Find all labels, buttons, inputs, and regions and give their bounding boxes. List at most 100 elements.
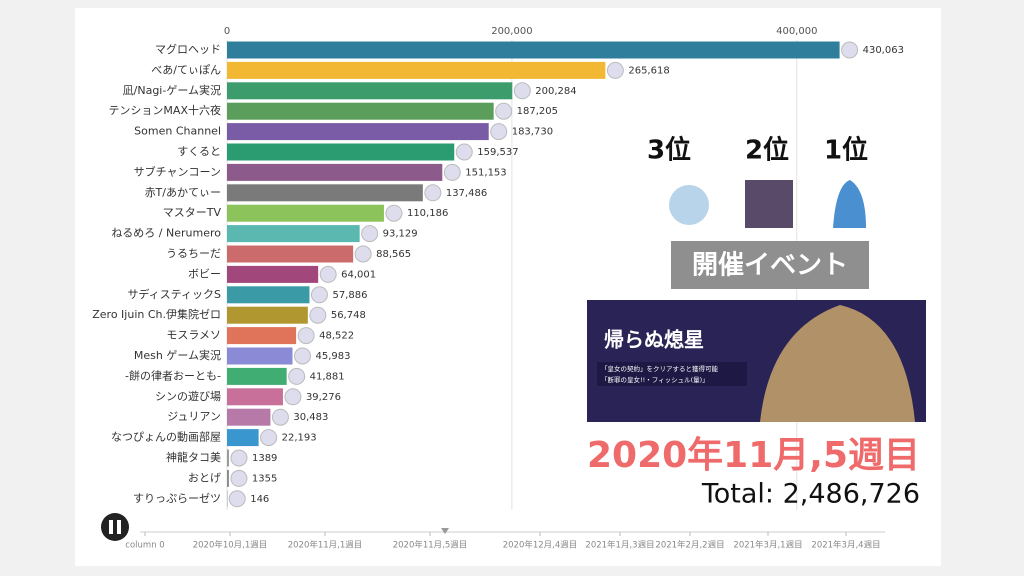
value-label: 200,284	[535, 86, 576, 97]
event-heading-box	[671, 241, 869, 289]
bar	[227, 429, 259, 447]
bar	[227, 102, 494, 120]
timeline-handle[interactable]	[441, 528, 449, 534]
plot: 0 200,000 400,000 マグロヘッド 430,063 べあ/てぃぽん 265,6…	[92, 26, 904, 510]
category-label: Zero Ijuin Ch.伊集院ゼロ	[92, 307, 221, 321]
category-label: すりっぷらーゼツ	[133, 492, 221, 505]
timeline-label: 2020年10月,1週目	[193, 540, 268, 551]
channel-icon	[230, 449, 248, 467]
timeline-label: 2021年1月,3週目	[585, 540, 654, 551]
category-label: Somen Channel	[134, 125, 221, 138]
category-label: おとげ	[188, 471, 221, 484]
category-label: マスターTV	[163, 206, 222, 219]
channel-icon	[490, 123, 508, 141]
rank-label: 2位	[745, 135, 789, 166]
value-label: 1355	[252, 473, 277, 484]
channel-icon	[443, 163, 461, 181]
value-label: 110,186	[407, 208, 448, 219]
category-label: すくると	[177, 145, 221, 158]
value-label: 48,522	[319, 331, 354, 342]
event-heading: 開催イベント	[692, 251, 848, 281]
avatar	[833, 180, 866, 228]
value-label: 1389	[252, 453, 277, 464]
channel-icon	[271, 408, 289, 426]
avatar	[745, 180, 793, 228]
channel-icon	[385, 204, 403, 222]
bar	[227, 82, 513, 100]
channel-icon	[606, 61, 624, 79]
bar	[227, 245, 354, 263]
channel-icon	[284, 388, 302, 406]
category-label: Mesh ゲーム実況	[134, 348, 221, 362]
value-label: 183,730	[512, 127, 553, 138]
bar	[227, 327, 297, 345]
channel-icon	[260, 429, 278, 447]
timeline-label: 2020年11月,5週目	[393, 540, 468, 551]
pause-icon	[117, 520, 121, 534]
bar	[227, 286, 310, 304]
channel-icon	[319, 265, 337, 283]
pause-icon	[109, 520, 113, 534]
value-label: 159,537	[477, 147, 518, 158]
value-label: 88,565	[376, 249, 411, 260]
category-label: テンションMAX十六夜	[108, 103, 221, 117]
channel-icon	[495, 102, 513, 120]
bar	[227, 408, 271, 426]
bar	[227, 388, 283, 406]
bar	[227, 306, 308, 324]
rank-label: 3位	[647, 135, 691, 166]
category-label: ボビー	[188, 267, 221, 280]
timeline-label: 2021年2月,2週目	[655, 540, 724, 551]
category-label: シンの遊び場	[155, 389, 221, 403]
category-label: ジュリアン	[167, 410, 221, 423]
bar	[227, 469, 229, 487]
banner-title: 帰らぬ熄星	[604, 328, 704, 352]
banner-note: 「皇女の契約」をクリアすると獲得可能	[601, 364, 719, 373]
value-label: 265,618	[628, 65, 669, 76]
channel-icon	[354, 245, 372, 263]
period: 2020年11月,5週目	[587, 435, 920, 476]
avatar	[669, 185, 709, 225]
total: Total: 2,486,726	[701, 479, 920, 510]
rank-label: 1位	[824, 135, 868, 166]
banner-note-box	[597, 362, 747, 386]
bar	[227, 184, 423, 202]
x-tick-label: 400,000	[776, 26, 817, 37]
category-label: べあ/てぃぽん	[151, 63, 221, 76]
channel-icon	[228, 490, 246, 508]
value-label: 146	[250, 494, 269, 505]
timeline: column 0 2020年10月,1週目 2020年11月,1週目 2020年11月…	[125, 532, 881, 551]
banner-note: 「断罪の皇女!!・フィッシュル(量)」	[601, 375, 709, 384]
bar	[227, 143, 455, 161]
channel-icon	[288, 367, 306, 385]
bar	[227, 449, 229, 467]
bar	[227, 123, 489, 141]
channel-icon	[230, 469, 248, 487]
bar	[227, 367, 287, 385]
value-label: 187,205	[517, 106, 558, 117]
bar	[227, 204, 384, 222]
channel-icon	[361, 225, 379, 243]
bar	[227, 225, 360, 243]
category-label: マグロヘッド	[155, 42, 221, 56]
channel-icon	[513, 82, 531, 100]
value-label: 93,129	[383, 229, 418, 240]
value-label: 30,483	[293, 412, 328, 423]
channel-icon	[294, 347, 312, 365]
bar	[227, 41, 840, 59]
channel-icon	[455, 143, 473, 161]
category-label: ねるめろ / Nerumero	[111, 227, 221, 240]
value-label: 41,881	[310, 371, 345, 382]
banner-art	[760, 305, 915, 422]
timeline-label: 2021年3月,1週目	[733, 540, 802, 551]
category-label: 赤T/あかてぃー	[145, 186, 221, 199]
channel-icon	[841, 41, 859, 59]
category-label: なつぴょんの動画部屋	[111, 430, 221, 444]
channel-icon	[309, 306, 327, 324]
channel-icon	[310, 286, 328, 304]
value-label: 64,001	[341, 269, 376, 280]
pause-button[interactable]	[101, 513, 129, 541]
x-tick-label: 200,000	[491, 26, 532, 37]
timeline-label: 2021年3月,4週目	[811, 540, 880, 551]
